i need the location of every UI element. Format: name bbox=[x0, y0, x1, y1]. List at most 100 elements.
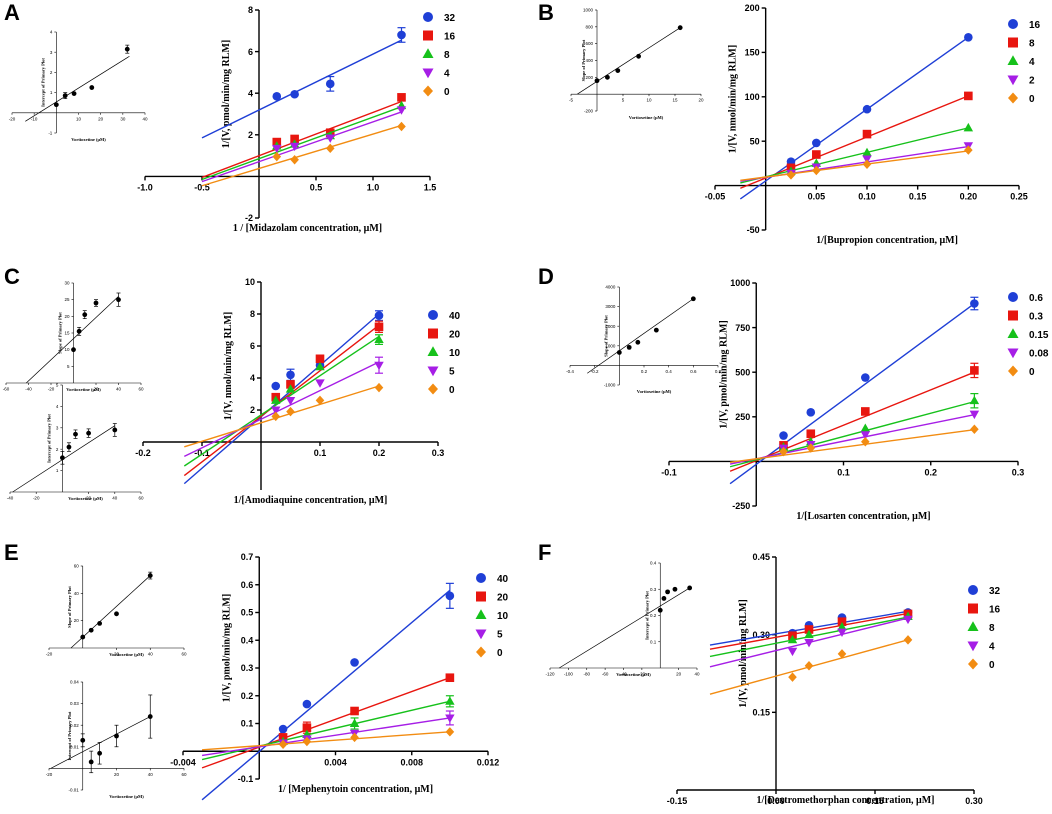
legend-label: 0 bbox=[1029, 367, 1035, 378]
y-axis-title: 1/[V, pmol/min/mg RLM] bbox=[221, 40, 232, 148]
y-tick-label: 5 bbox=[56, 383, 59, 388]
data-point bbox=[374, 382, 384, 393]
data-point bbox=[970, 424, 979, 435]
legend-marker bbox=[1008, 19, 1018, 29]
legend-marker bbox=[1008, 292, 1018, 302]
data-point bbox=[963, 122, 974, 132]
series-0 bbox=[184, 382, 384, 448]
x-tick-label: 0.15 bbox=[909, 192, 927, 202]
legend-label: 32 bbox=[989, 586, 1001, 597]
x-tick-label: -5 bbox=[569, 98, 573, 103]
x-tick-label: 0.1 bbox=[837, 467, 850, 477]
data-point bbox=[636, 53, 641, 59]
y-tick-label: 10 bbox=[245, 277, 255, 287]
legend-label: 20 bbox=[449, 330, 461, 341]
legend-marker bbox=[423, 12, 433, 22]
fit-line bbox=[202, 731, 450, 751]
y-tick-label: 0.02 bbox=[70, 723, 79, 728]
y-tick-label: 1000 bbox=[605, 343, 616, 348]
legend-label: 16 bbox=[1029, 20, 1041, 31]
series-4 bbox=[201, 106, 407, 183]
legend-item: 10 bbox=[475, 609, 509, 622]
fit-line bbox=[587, 298, 694, 374]
legend-label: 20 bbox=[497, 593, 509, 604]
series-32 bbox=[201, 27, 406, 139]
legend-marker bbox=[428, 328, 438, 339]
fit-line bbox=[201, 589, 451, 801]
legend-label: 8 bbox=[1029, 39, 1035, 50]
legend-label: 0 bbox=[497, 648, 503, 659]
data-point bbox=[653, 327, 659, 333]
y-tick-label: -250 bbox=[732, 501, 750, 511]
x-tick-label: 60 bbox=[138, 387, 144, 392]
chart-e-inset-top: -20 20 40 60 20 40 60 Vortioxetine (μM) Slope of… bbox=[46, 564, 187, 657]
y-axis-title: 1/[V, pmol/min/mg RLM] bbox=[718, 320, 729, 428]
y-tick-label: 15 bbox=[64, 331, 70, 336]
x-tick-label: 0.2 bbox=[641, 369, 648, 374]
series-0.08 bbox=[729, 410, 980, 465]
x-tick-label: 0.3 bbox=[1012, 467, 1025, 477]
y-tick-label: 150 bbox=[745, 48, 760, 58]
legend-item: 10 bbox=[427, 346, 461, 359]
y-tick-label: 0.4 bbox=[241, 635, 254, 645]
y-tick-label: 0.1 bbox=[241, 719, 254, 729]
series-5 bbox=[183, 356, 384, 458]
data-point bbox=[325, 134, 335, 143]
data-point bbox=[350, 732, 359, 743]
data-point bbox=[286, 370, 295, 380]
data-point bbox=[290, 89, 299, 99]
data-point bbox=[964, 145, 973, 155]
y-tick-label: 200 bbox=[585, 75, 593, 80]
legend-marker bbox=[1007, 55, 1019, 65]
series-40 bbox=[183, 310, 384, 485]
legend-marker bbox=[476, 646, 486, 658]
legend-item: 5 bbox=[475, 629, 503, 641]
legend-item: 0.6 bbox=[1008, 292, 1043, 304]
y-axis-title: Slope of Primary Plot bbox=[58, 312, 63, 354]
legend-item: 0 bbox=[1008, 365, 1035, 378]
x-axis-title: 1/[Amodiaquine concentration, μM] bbox=[234, 495, 388, 506]
fit-line bbox=[201, 111, 402, 183]
x-tick-label: -20 bbox=[639, 672, 646, 677]
x-tick-label: -0.05 bbox=[705, 192, 726, 202]
legend-item: 20 bbox=[428, 328, 461, 341]
data-point bbox=[397, 121, 406, 132]
data-point bbox=[397, 93, 406, 102]
legend-marker bbox=[423, 85, 433, 97]
legend-marker bbox=[476, 591, 486, 602]
data-point bbox=[445, 714, 455, 723]
legend-item: 5 bbox=[427, 366, 455, 378]
legend-marker bbox=[475, 629, 487, 640]
legend-marker bbox=[422, 48, 434, 58]
series-4 bbox=[740, 122, 974, 184]
fit-line bbox=[740, 127, 969, 184]
y-tick-label: 0.3 bbox=[241, 663, 254, 673]
legend-label: 0.15 bbox=[1029, 330, 1049, 341]
data-point bbox=[445, 727, 455, 737]
series-0 bbox=[729, 424, 979, 463]
legend-item: 8 bbox=[422, 48, 450, 61]
x-tick-label: -20 bbox=[46, 772, 53, 777]
data-point bbox=[970, 299, 979, 308]
data-point bbox=[112, 427, 118, 433]
x-tick-label: 40 bbox=[694, 672, 700, 677]
fit-line bbox=[201, 717, 450, 757]
fit-line bbox=[201, 100, 402, 179]
y-tick-label: 100 bbox=[745, 92, 760, 102]
fit-line bbox=[201, 39, 402, 139]
fit-line bbox=[201, 106, 402, 181]
x-tick-label: 40 bbox=[148, 772, 154, 777]
x-axis-title: 1/[Dextromethorphan concentration, μM] bbox=[757, 795, 935, 806]
x-tick-label: 1.5 bbox=[424, 182, 437, 192]
x-tick-label: 20 bbox=[114, 772, 120, 777]
y-tick-label: -50 bbox=[747, 225, 760, 235]
data-point bbox=[374, 334, 384, 344]
x-tick-label: -0.004 bbox=[170, 757, 196, 767]
y-axis-title: Slope of Primary Plot bbox=[67, 586, 72, 628]
legend-label: 2 bbox=[1029, 76, 1035, 87]
legend-marker bbox=[967, 641, 979, 652]
legend-item: 16 bbox=[423, 30, 456, 43]
data-point bbox=[302, 736, 312, 747]
y-axis-title: 1/[V, pmol/min/mg RLM] bbox=[221, 594, 232, 702]
